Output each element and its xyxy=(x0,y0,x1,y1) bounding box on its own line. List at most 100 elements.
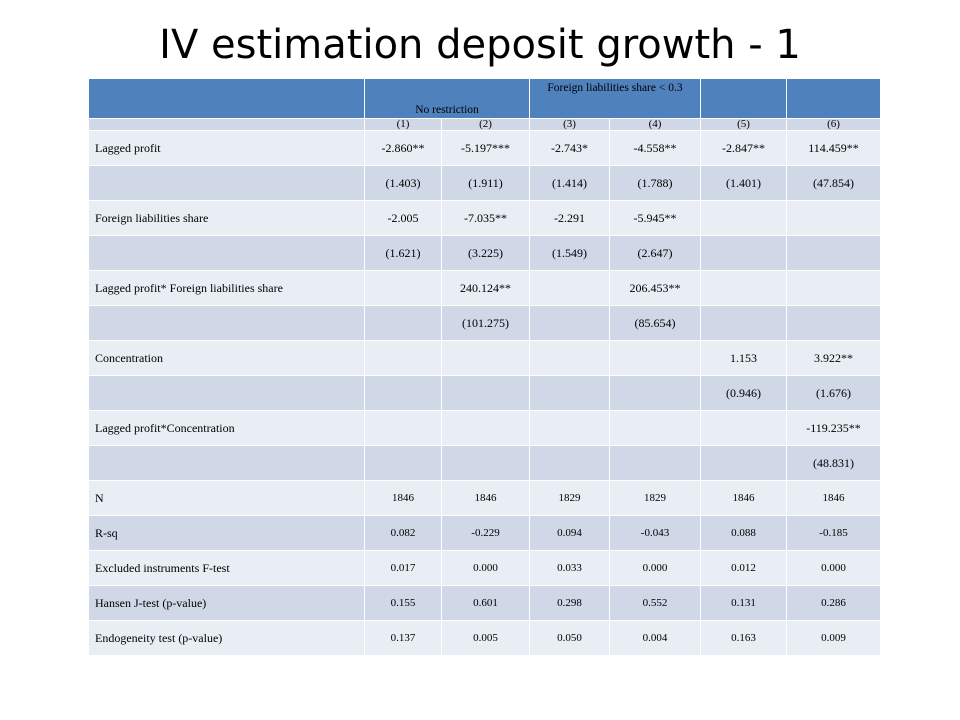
row-label xyxy=(88,235,365,271)
table-cell: 0.012 xyxy=(700,550,788,586)
table-cell xyxy=(700,200,788,236)
row-label: Hansen J-test (p-value) xyxy=(88,585,365,621)
table-cell: (1.621) xyxy=(364,235,442,271)
header-empty-cell xyxy=(786,78,882,119)
table-cell: 1829 xyxy=(529,480,610,516)
table-cell: 206.453** xyxy=(608,270,702,306)
column-number-empty xyxy=(88,118,365,131)
table-cell: 0.005 xyxy=(441,620,530,656)
table-cell: 0.094 xyxy=(529,515,610,551)
table-cell xyxy=(529,375,610,411)
table-cell: (101.275) xyxy=(441,305,530,341)
table-row: (1.403) (1.911) (1.414) (1.788) (1.401) (47.8… xyxy=(88,165,882,201)
table-cell: -0.229 xyxy=(441,515,530,551)
table-row: Foreign liabilities share -2.005 -7.035** -… xyxy=(88,200,882,236)
table-cell xyxy=(700,305,788,341)
table-cell: -5.197*** xyxy=(441,130,530,166)
table-row: Endogeneity test (p-value) 0.137 0.005 0.05… xyxy=(88,620,882,656)
table-cell: 240.124** xyxy=(441,270,530,306)
header-empty-cell xyxy=(700,78,788,119)
table-header-row: No restriction Foreign liabilities share… xyxy=(88,78,882,119)
table-cell xyxy=(700,235,788,271)
table-cell xyxy=(608,445,702,481)
table-cell xyxy=(364,410,442,446)
column-number: (1) xyxy=(364,118,442,131)
row-label: Excluded instruments F-test xyxy=(88,550,365,586)
table-cell: 0.137 xyxy=(364,620,442,656)
table-cell xyxy=(608,340,702,376)
table-cell: 0.552 xyxy=(608,585,702,621)
table-cell xyxy=(529,410,610,446)
table-cell xyxy=(441,340,530,376)
column-number-row: (1) (2) (3) (4) (5) (6) xyxy=(88,118,882,131)
table-cell: 0.131 xyxy=(700,585,788,621)
table-cell: 0.050 xyxy=(529,620,610,656)
row-label: Lagged profit*Concentration xyxy=(88,410,365,446)
table-cell: (1.414) xyxy=(529,165,610,201)
table-cell: 0.000 xyxy=(441,550,530,586)
column-number: (3) xyxy=(529,118,610,131)
table-cell xyxy=(608,410,702,446)
header-no-restriction: No restriction xyxy=(364,78,530,119)
table-cell: (85.654) xyxy=(608,305,702,341)
table-row: Lagged profit* Foreign liabilities share… xyxy=(88,270,882,306)
table-row: (48.831) xyxy=(88,445,882,481)
table-row: R-sq 0.082 -0.229 0.094 -0.043 0.088 -0.185 xyxy=(88,515,882,551)
table-cell xyxy=(364,375,442,411)
table-cell: 0.009 xyxy=(786,620,882,656)
table-body: No restriction Foreign liabilities share… xyxy=(88,78,882,656)
table-cell: (0.946) xyxy=(700,375,788,411)
row-label xyxy=(88,445,365,481)
table-cell: 0.017 xyxy=(364,550,442,586)
table-cell xyxy=(364,445,442,481)
table-cell: (1.911) xyxy=(441,165,530,201)
column-number: (6) xyxy=(786,118,882,131)
table-cell: -2.847** xyxy=(700,130,788,166)
row-label xyxy=(88,375,365,411)
table-cell xyxy=(364,270,442,306)
table-row: (1.621) (3.225) (1.549) (2.647) xyxy=(88,235,882,271)
table-cell: 1846 xyxy=(441,480,530,516)
header-foreign-restriction: Foreign liabilities share < 0.3 xyxy=(528,78,702,119)
table-cell: 0.082 xyxy=(364,515,442,551)
table-row: Excluded instruments F-test 0.017 0.000 0.0… xyxy=(88,550,882,586)
table-row: Hansen J-test (p-value) 0.155 0.601 0.298 0.… xyxy=(88,585,882,621)
table-cell: 0.000 xyxy=(608,550,702,586)
table-cell: (47.854) xyxy=(786,165,882,201)
table-cell: -0.185 xyxy=(786,515,882,551)
row-label: Lagged profit xyxy=(88,130,365,166)
table-cell: 0.298 xyxy=(529,585,610,621)
row-label: Lagged profit* Foreign liabilities share xyxy=(88,270,365,306)
table-cell: 1846 xyxy=(700,480,788,516)
row-label: Concentration xyxy=(88,340,365,376)
table-cell: -2.743* xyxy=(529,130,610,166)
slide-title: IV estimation deposit growth - 1 xyxy=(159,22,801,68)
table-cell xyxy=(364,340,442,376)
table-cell: -4.558** xyxy=(608,130,702,166)
table-cell: 3.922** xyxy=(786,340,882,376)
regression-table: No restriction Foreign liabilities share… xyxy=(88,78,882,656)
table-cell: 0.088 xyxy=(700,515,788,551)
column-number: (2) xyxy=(441,118,530,131)
table-cell: -5.945** xyxy=(608,200,702,236)
table-cell xyxy=(608,375,702,411)
table-cell xyxy=(529,445,610,481)
table-row: Lagged profit*Concentration -119.235** xyxy=(88,410,882,446)
table-cell: 1846 xyxy=(364,480,442,516)
table-cell: 0.163 xyxy=(700,620,788,656)
table-cell xyxy=(364,305,442,341)
row-label: Endogeneity test (p-value) xyxy=(88,620,365,656)
table-cell: (48.831) xyxy=(786,445,882,481)
table-cell: 1829 xyxy=(608,480,702,516)
table-cell xyxy=(700,410,788,446)
table-row: N 1846 1846 1829 1829 1846 1846 xyxy=(88,480,882,516)
table-cell xyxy=(700,445,788,481)
header-empty-cell xyxy=(88,78,365,119)
row-label: Foreign liabilities share xyxy=(88,200,365,236)
table-cell xyxy=(529,340,610,376)
table-cell: -7.035** xyxy=(441,200,530,236)
table-cell xyxy=(786,235,882,271)
table-cell: -2.005 xyxy=(364,200,442,236)
column-number: (5) xyxy=(700,118,788,131)
table-cell: -2.860** xyxy=(364,130,442,166)
